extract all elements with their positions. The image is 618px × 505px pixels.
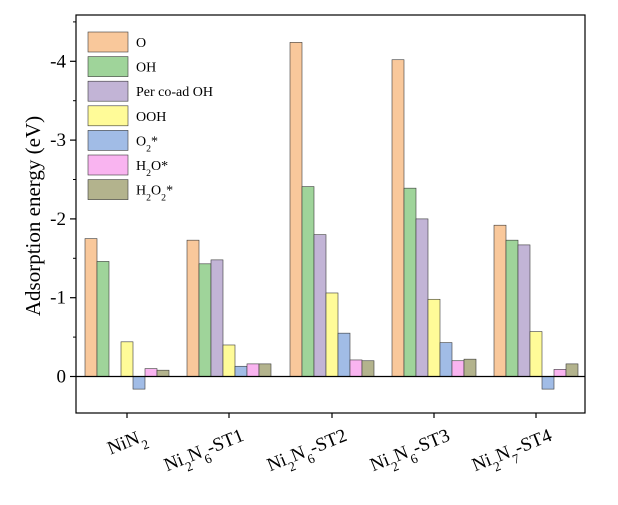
legend-swatch [87, 154, 129, 176]
bar-nin2-h2o- [144, 368, 158, 377]
bar-ni2n6-st1-oh [198, 263, 212, 377]
bar-ni2n6-st1-h2o2- [258, 363, 272, 377]
bar-nin2-oh [96, 261, 110, 377]
x-category-label: Ni2N6-ST3 [367, 425, 455, 481]
bar-ni2n6-st1-ooh [222, 344, 236, 377]
legend-label: O2* [136, 134, 158, 154]
bar-ni2n6-st2-o2- [337, 332, 351, 377]
bar-ni2n6-st3-o [391, 59, 405, 377]
series-oh [96, 186, 519, 377]
bar-ni2n6-st3-o2- [439, 342, 453, 377]
plot-frame [75, 14, 586, 414]
y-axis-title: Adsorption energy (eV) [21, 116, 45, 316]
legend-swatch [87, 179, 129, 200]
legend-label: Per co-ad OH [136, 85, 213, 100]
bar-nin2-o2- [132, 376, 146, 390]
legend-label: OOH [136, 110, 166, 125]
x-category-label: NiN2 [104, 425, 150, 464]
legend-swatch [87, 56, 129, 77]
bar-ni2n6-st2-ooh [325, 292, 339, 377]
legend-label: OH [136, 61, 156, 76]
y-tick-label: -3 [50, 130, 66, 151]
x-category-label: Ni2N7-ST4 [469, 425, 557, 481]
bar-ni2n6-st1-h2o- [246, 363, 260, 377]
bar-nin2-ooh [120, 341, 134, 377]
bar-ni2n6-st2-oh [301, 186, 315, 377]
bar-ni2n7-st4-o2- [541, 376, 555, 390]
y-tick-label: -2 [50, 209, 66, 230]
bar-ni2n7-st4-per-co-ad-oh [517, 244, 531, 377]
bar-ni2n6-st3-h2o2- [463, 358, 477, 377]
bar-ni2n6-st1-per-co-ad-oh [210, 259, 224, 377]
legend-swatch [87, 130, 129, 151]
series-o2- [132, 332, 555, 390]
y-tick-label: -1 [50, 288, 66, 309]
bar-ni2n6-st3-oh [403, 187, 417, 377]
bar-ni2n6-st1-o [186, 239, 200, 377]
y-tick-label: 0 [57, 367, 67, 388]
bar-ni2n6-st1-o2- [234, 365, 248, 377]
bar-ni2n7-st4-oh [505, 239, 519, 377]
legend-label: H2O* [136, 159, 168, 179]
legend-swatch [87, 105, 129, 127]
bar-ni2n7-st4-ooh [529, 331, 543, 377]
bar-ni2n7-st4-h2o2- [565, 363, 579, 377]
series-per-co-ad-oh [210, 218, 531, 377]
x-category-label: Ni2N6-ST2 [264, 425, 352, 481]
x-category-label: Ni2N6-ST1 [161, 425, 249, 481]
legend-label: H2O2* [136, 184, 173, 204]
bar-ni2n6-st3-ooh [427, 298, 441, 377]
bar-ni2n6-st2-o [289, 42, 303, 377]
plot-border [75, 14, 586, 414]
bar-ni2n6-st2-h2o- [349, 359, 363, 377]
bar-nin2-o [84, 238, 98, 377]
legend-swatch [87, 80, 129, 102]
bar-ni2n6-st3-per-co-ad-oh [415, 218, 429, 377]
bar-ni2n6-st2-h2o2- [361, 360, 375, 377]
series-ooh [120, 292, 543, 377]
y-tick-label: -4 [50, 51, 66, 72]
bar-ni2n6-st2-per-co-ad-oh [313, 234, 327, 377]
bar-ni2n7-st4-o [493, 224, 507, 377]
bar-series-group [84, 42, 579, 390]
legend-swatch [87, 31, 129, 53]
y-axis-ticks: 0 -1 -2 -3 -4 [50, 21, 76, 388]
bar-nin2-h2o2- [156, 369, 170, 377]
legend-label: O [136, 36, 146, 51]
bar-ni2n7-st4-h2o- [553, 369, 567, 377]
bar-ni2n6-st3-h2o- [451, 360, 465, 377]
